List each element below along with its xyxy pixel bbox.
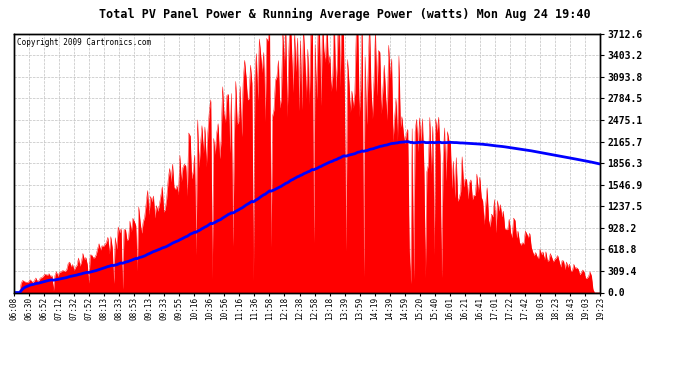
Text: Total PV Panel Power & Running Average Power (watts) Mon Aug 24 19:40: Total PV Panel Power & Running Average P… [99, 8, 591, 21]
Text: Copyright 2009 Cartronics.com: Copyright 2009 Cartronics.com [17, 38, 151, 46]
